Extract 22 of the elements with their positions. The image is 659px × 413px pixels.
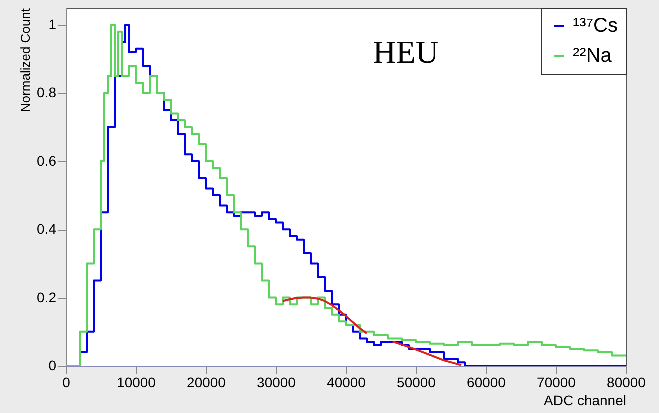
x-tick-label: 50000 xyxy=(397,374,436,390)
x-tick-label: 10000 xyxy=(117,374,156,390)
x-tick-label: 20000 xyxy=(187,374,226,390)
y-tick-label: 0 xyxy=(48,358,57,374)
y-tick-label: 0.4 xyxy=(37,221,57,238)
line-series xyxy=(282,296,368,335)
x-tick-label: 70000 xyxy=(537,374,576,390)
y-tick-label: 0.8 xyxy=(37,84,57,101)
x-tick-label: 40000 xyxy=(327,374,366,390)
x-tick-label: 80000 xyxy=(607,374,646,390)
y-tick-label: 0.6 xyxy=(37,152,57,169)
annotation: HEU xyxy=(373,34,439,70)
legend-label: ²²Na xyxy=(573,45,613,67)
y-tick-label: 0.2 xyxy=(37,289,57,306)
y-tick-label: 1 xyxy=(48,16,57,33)
x-tick-label: 60000 xyxy=(467,374,506,390)
x-tick-label: 30000 xyxy=(257,374,296,390)
x-tick-label: 0 xyxy=(62,374,71,390)
line-series xyxy=(392,340,462,366)
legend-label: ¹³⁷Cs xyxy=(573,15,618,37)
y-axis-title: Normalized Count xyxy=(18,8,34,113)
x-axis-title: ADC channel xyxy=(544,392,626,408)
